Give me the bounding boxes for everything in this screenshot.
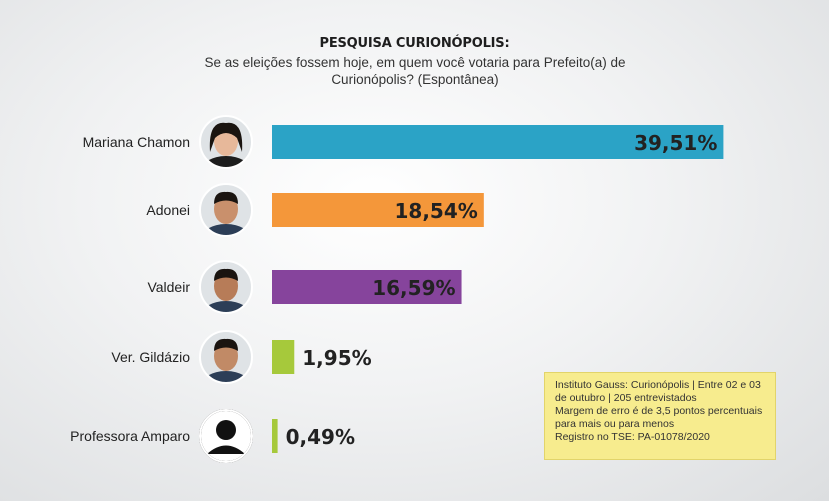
value-label: 1,95% (302, 346, 371, 370)
value-label: 0,49% (286, 425, 355, 449)
methodology-note: Instituto Gauss: Curionópolis | Entre 02… (544, 372, 776, 460)
value-label: 18,54% (395, 199, 478, 223)
category-label: Adonei (146, 202, 190, 218)
category-label: Valdeir (147, 279, 190, 295)
bar (272, 125, 724, 159)
candidate-avatar (199, 409, 253, 463)
chart-title: PESQUISA CURIONÓPOLIS: (319, 36, 510, 51)
note-line-2: de outubro | 205 entrevistados (555, 392, 697, 404)
category-label: Professora Amparo (70, 428, 190, 444)
candidate-avatar (199, 115, 253, 169)
category-label: Ver. Gildázio (111, 349, 190, 365)
note-line-4: para mais ou para menos (555, 418, 675, 430)
category-label: Mariana Chamon (83, 134, 190, 150)
bar (272, 270, 462, 304)
subtitle-line-2: Curionópolis? (Espontânea) (331, 72, 499, 87)
candidate-avatar (199, 330, 253, 384)
note-line-5: Registro no TSE: PA-01078/2020 (555, 431, 710, 443)
value-label: 39,51% (634, 131, 717, 155)
candidate-avatar (199, 183, 253, 237)
value-label: 16,59% (372, 276, 455, 300)
bar (272, 340, 295, 374)
chart-subtitle: Se as eleições fossem hoje, em quem você… (180, 54, 650, 88)
note-line-3: Margem de erro é de 3,5 pontos percentua… (555, 405, 763, 417)
subtitle-line-1: Se as eleições fossem hoje, em quem você… (204, 55, 626, 70)
note-line-1: Instituto Gauss: Curionópolis | Entre 02… (555, 379, 761, 391)
bar (272, 419, 278, 453)
bar (272, 193, 484, 227)
candidate-avatar (199, 260, 253, 314)
